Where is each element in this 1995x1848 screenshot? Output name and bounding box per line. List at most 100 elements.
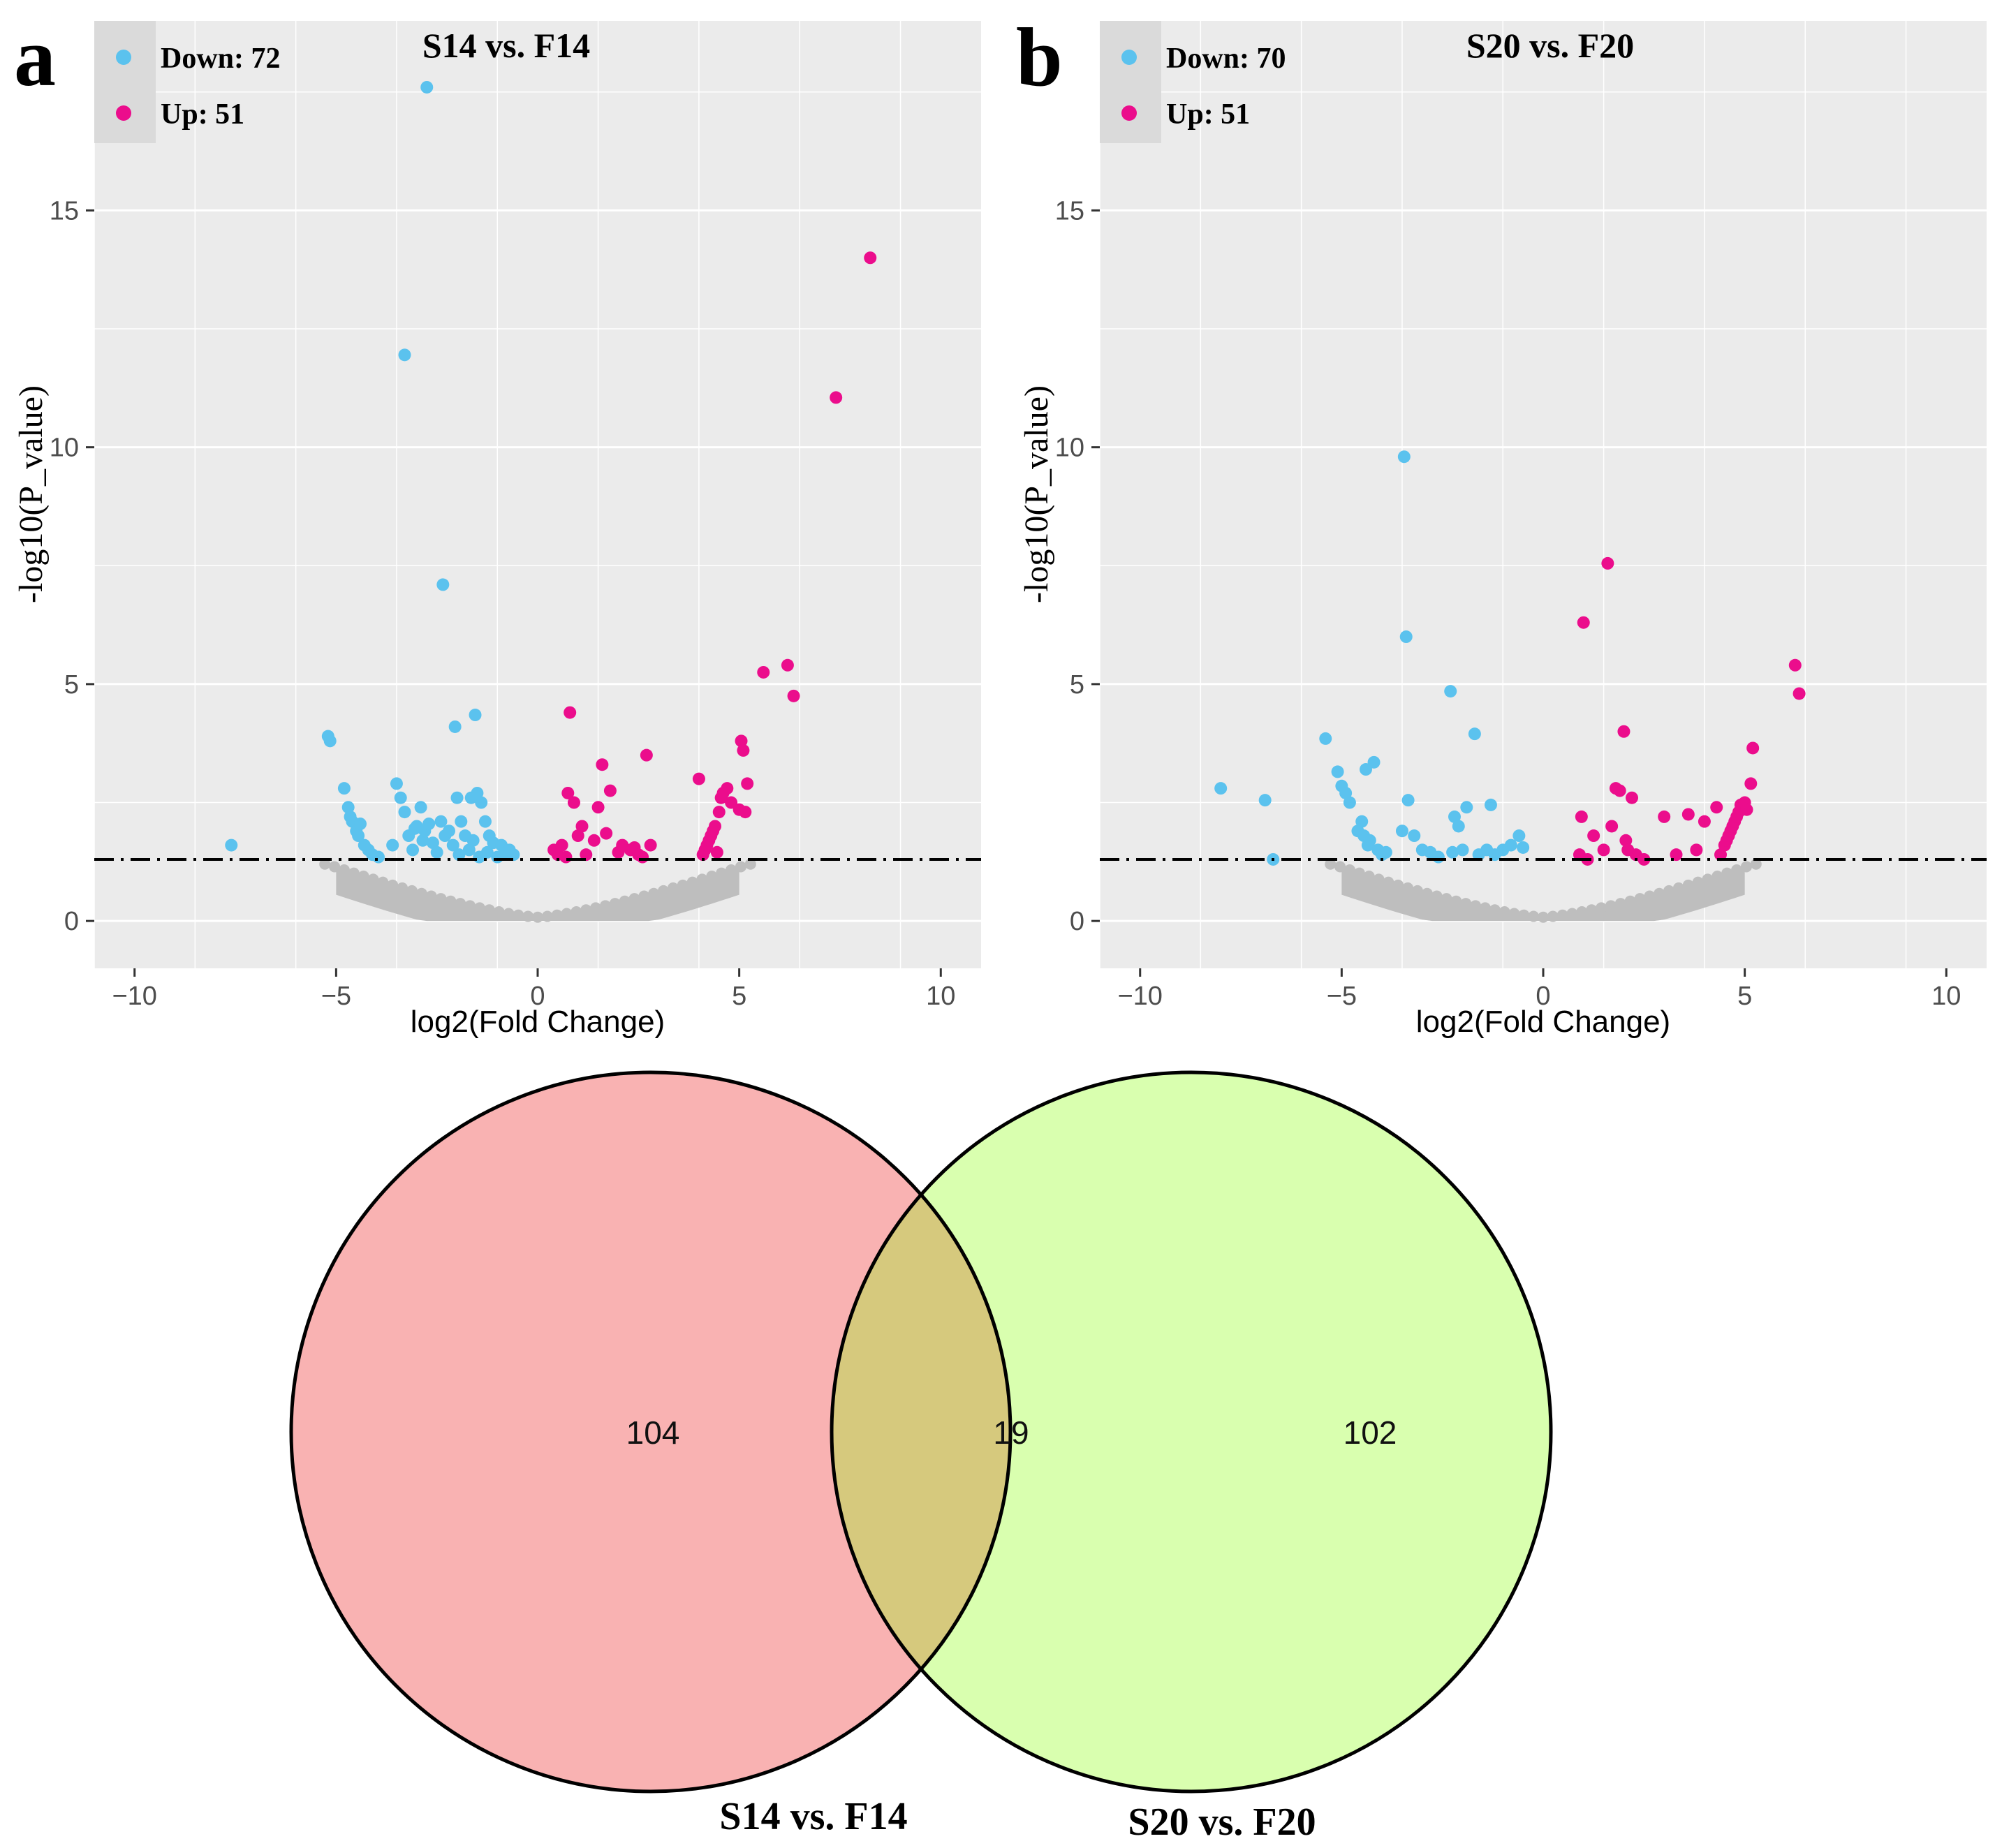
down-regulated-point <box>1355 815 1369 828</box>
x-tick-label: −5 <box>1327 982 1357 1011</box>
down-regulated-point <box>1468 727 1481 741</box>
nonsignificant-point <box>1624 895 1636 907</box>
nonsignificant-point <box>455 898 466 910</box>
nonsignificant-point <box>541 910 553 922</box>
venn-count-left-only: 104 <box>626 1414 680 1451</box>
nonsignificant-point <box>726 864 737 876</box>
up-regulated-point <box>1670 848 1683 862</box>
venn-count-overlap: 19 <box>993 1414 1029 1451</box>
legend-label-down: Down: 72 <box>161 43 281 75</box>
nonsignificant-point <box>1538 911 1549 923</box>
up-regulated-point <box>721 782 734 795</box>
up-regulated-point <box>1744 777 1758 790</box>
nonsignificant-point <box>1721 867 1733 879</box>
nonsignificant-point <box>1731 864 1743 876</box>
up-regulated-point <box>1575 810 1588 823</box>
nonsignificant-point <box>1441 893 1452 905</box>
x-axis-title: log2(Fold Change) <box>411 1005 665 1039</box>
down-regulated-point <box>1379 845 1392 859</box>
nonsignificant-point <box>406 885 418 896</box>
up-regulated-point <box>567 796 580 809</box>
nonsignificant-point <box>377 876 389 888</box>
nonsignificant-point <box>435 893 447 905</box>
nonsignificant-point <box>696 873 708 885</box>
y-tick-label: 0 <box>64 907 79 936</box>
nonsignificant-point <box>1614 898 1626 910</box>
up-regulated-point <box>559 850 573 864</box>
nonsignificant-point <box>716 867 728 879</box>
nonsignificant-point <box>1711 871 1723 882</box>
nonsignificant-point <box>648 887 660 899</box>
down-regulated-point <box>1363 834 1376 847</box>
nonsignificant-point <box>513 909 524 921</box>
up-regulated-point <box>710 845 723 859</box>
down-regulated-point <box>1456 843 1469 857</box>
down-regulated-point <box>462 843 476 857</box>
down-regulated-point <box>406 843 420 857</box>
down-regulated-point <box>1484 798 1497 811</box>
down-regulated-point <box>354 818 367 831</box>
down-regulated-point <box>469 709 482 722</box>
down-regulated-point <box>352 829 365 843</box>
down-regulated-point <box>480 845 494 859</box>
nonsignificant-point <box>628 893 640 905</box>
venn-label-right: S20 vs. F20 <box>1128 1801 1316 1844</box>
nonsignificant-point <box>1672 882 1684 894</box>
up-regulated-point <box>600 827 613 840</box>
legend-marker-up <box>116 105 131 121</box>
nonsignificant-points-cloud <box>336 868 739 922</box>
nonsignificant-point <box>522 910 534 922</box>
down-regulated-point <box>1452 820 1465 833</box>
nonsignificant-point <box>1460 898 1472 910</box>
nonsignificant-point <box>1605 900 1617 912</box>
up-regulated-point <box>1746 741 1760 755</box>
up-regulated-point <box>709 820 721 833</box>
down-regulated-point <box>436 578 450 591</box>
down-regulated-point <box>1214 782 1228 795</box>
up-regulated-point <box>1617 725 1630 738</box>
y-tick-label: 10 <box>1055 434 1084 463</box>
nonsignificant-point <box>1644 890 1656 902</box>
up-regulated-point <box>737 744 750 757</box>
volcano-plot-b: Down: 70 Up: 51 −10 −5 0 5 10 0 5 10 15 S20 vs. … <box>1018 21 1987 1039</box>
down-regulated-point <box>225 838 238 852</box>
x-axis-title: log2(Fold Change) <box>1416 1005 1670 1039</box>
venn-circle-right <box>832 1072 1551 1791</box>
up-regulated-point <box>712 806 726 819</box>
nonsignificant-point <box>1596 902 1607 914</box>
down-regulated-point <box>1446 845 1459 859</box>
up-regulated-point <box>830 391 843 404</box>
up-regulated-point <box>636 850 649 864</box>
down-regulated-point <box>414 801 427 814</box>
nonsignificant-point <box>1392 879 1404 891</box>
down-regulated-point <box>475 796 488 809</box>
nonsignificant-point <box>1654 887 1665 899</box>
up-regulated-point <box>587 834 601 847</box>
down-regulated-point <box>1397 450 1411 464</box>
venn-circle-left <box>291 1072 1010 1791</box>
nonsignificant-point <box>609 898 621 910</box>
y-tick-label: 15 <box>50 196 79 226</box>
nonsignificant-point <box>551 909 563 921</box>
nonsignificant-point <box>338 864 350 876</box>
nonsignificant-point <box>590 902 602 914</box>
nonsignificant-point <box>1556 909 1568 921</box>
up-regulated-point <box>735 734 748 748</box>
up-regulated-point <box>692 772 705 785</box>
down-regulated-point <box>1319 732 1332 745</box>
x-tick-label: −10 <box>112 982 156 1011</box>
up-regulated-point <box>571 829 584 843</box>
nonsignificant-point <box>658 885 670 896</box>
nonsignificant-point <box>599 900 611 912</box>
nonsignificant-point <box>1344 864 1355 876</box>
nonsignificant-point <box>570 906 582 918</box>
down-regulated-point <box>390 777 403 790</box>
nonsignificant-point <box>1576 906 1588 918</box>
nonsignificant-point <box>483 904 495 916</box>
nonsignificant-point <box>1421 887 1433 899</box>
up-regulated-point <box>1626 791 1638 804</box>
nonsignificant-point <box>580 904 592 916</box>
nonsignificant-point <box>667 882 679 894</box>
down-regulated-point <box>1258 794 1272 807</box>
